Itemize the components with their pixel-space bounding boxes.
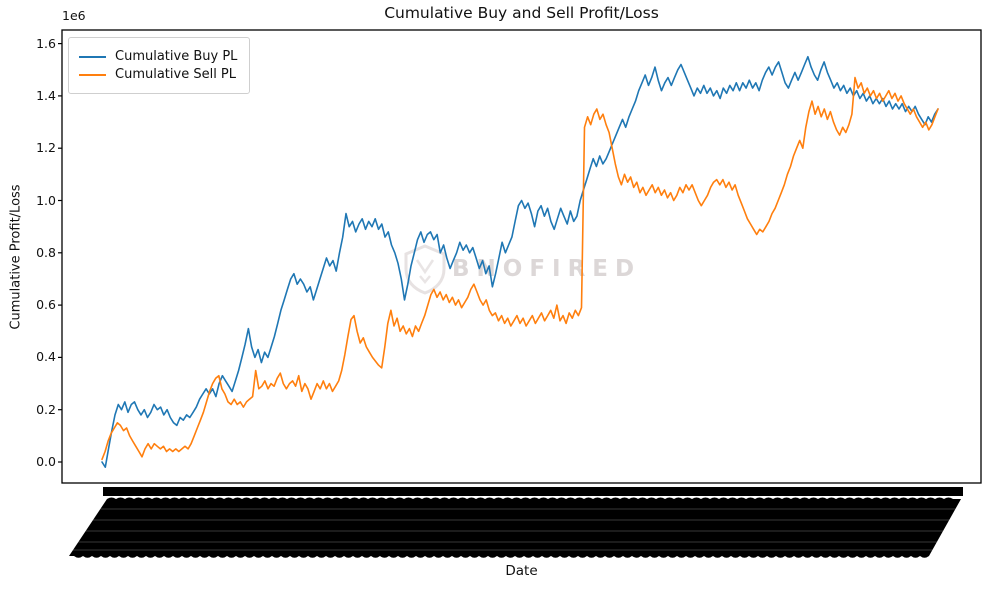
chart-title: Cumulative Buy and Sell Profit/Loss <box>384 4 659 22</box>
legend: Cumulative Buy PL Cumulative Sell PL <box>68 37 251 94</box>
y-axis-ticks: 0.0 0.2 0.4 0.6 0.8 1.0 1.2 1.4 1.6 <box>0 0 56 590</box>
legend-label-buy: Cumulative Buy PL <box>115 49 238 64</box>
y-tick-label: 1.6 <box>36 35 56 51</box>
x-tick-labels-blob <box>69 497 961 558</box>
x-tick-marks-band <box>103 487 963 496</box>
y-axis-offset-label: 1e6 <box>62 8 86 23</box>
plot-frame <box>61 29 982 484</box>
y-tick-label: 0.2 <box>36 401 56 417</box>
x-axis-label: Date <box>505 563 538 579</box>
watermark-shield-icon <box>404 244 446 295</box>
legend-line-sample-sell-icon <box>79 73 106 76</box>
y-tick-label: 0.4 <box>36 349 56 365</box>
y-tick-label: 1.2 <box>36 140 56 156</box>
legend-line-sample-buy-icon <box>79 55 106 58</box>
legend-item-sell: Cumulative Sell PL <box>79 67 237 82</box>
y-tick-label: 1.0 <box>36 192 56 208</box>
buy-pl-line <box>101 55 939 469</box>
legend-label-sell: Cumulative Sell PL <box>115 67 237 82</box>
y-tick-label: 0.8 <box>36 244 56 260</box>
y-tick-label: 1.4 <box>36 87 56 103</box>
legend-item-buy: Cumulative Buy PL <box>79 49 237 64</box>
y-tick-label: 0.0 <box>36 454 56 469</box>
sell-pl-line <box>101 76 939 461</box>
y-tick-label: 0.6 <box>36 297 56 313</box>
watermark: BNOFIRED <box>398 240 641 298</box>
